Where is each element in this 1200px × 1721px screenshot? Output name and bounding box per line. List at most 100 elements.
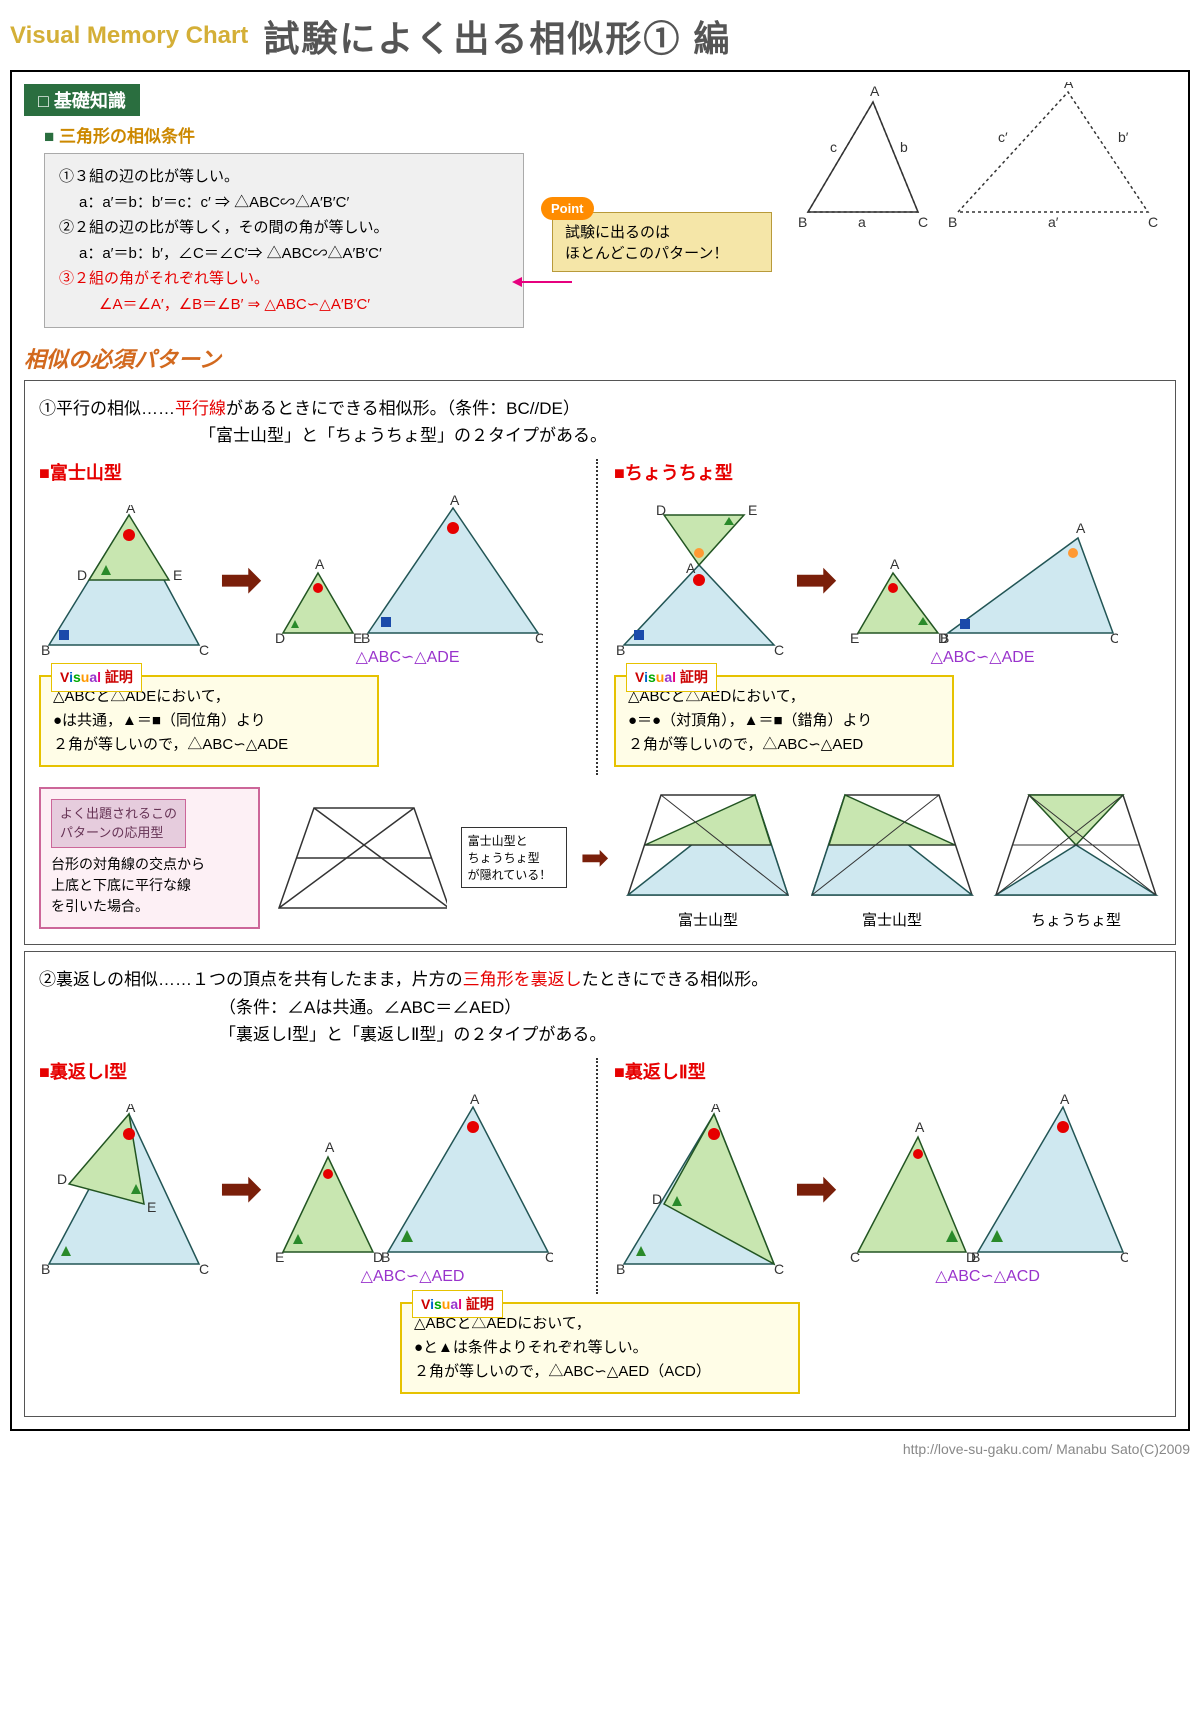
flip2-label: ■裏返しⅡ型 xyxy=(614,1058,1161,1084)
svg-text:A: A xyxy=(1060,1092,1070,1107)
svg-text:C: C xyxy=(774,1261,784,1274)
svg-text:B: B xyxy=(971,1249,980,1262)
point-text: 試験に出るのは ほとんどこのパターン！ xyxy=(565,221,759,263)
svg-text:D: D xyxy=(656,505,666,518)
svg-text:C: C xyxy=(199,642,209,655)
proof-label: Visual 証明 xyxy=(412,1290,503,1318)
fuji-type-col: ■富士山型 A B C D E ➡ xyxy=(39,459,586,775)
flip2-formula: △ABC∽△ACD xyxy=(848,1266,1128,1286)
svg-text:C: C xyxy=(1120,1249,1128,1262)
fuji-split-diagram: ADE ABC xyxy=(273,493,543,643)
cond2a: ②２組の辺の比が等しく，その間の角が等しい。 xyxy=(59,215,509,241)
svg-text:A: A xyxy=(126,505,136,516)
svg-text:B: B xyxy=(381,1249,390,1262)
trap-choucho-diagram xyxy=(991,785,1161,905)
svg-text:A: A xyxy=(711,1104,721,1115)
trap-fuji2-diagram xyxy=(807,785,977,905)
svg-text:C: C xyxy=(199,1261,209,1274)
pattern2-intro: ②裏返しの相似……１つの頂点を共有したまま，片方の三角形を裏返したときにできる相… xyxy=(39,966,1161,1048)
svg-text:A: A xyxy=(890,556,900,572)
basics-label: □ 基礎知識 xyxy=(24,84,140,116)
fuji-combined-diagram: A B C D E xyxy=(39,505,209,655)
flip2-split-diagram: ACD ABC xyxy=(848,1092,1128,1262)
choucho-label: ■ちょうちょ型 xyxy=(614,459,1161,485)
svg-text:A: A xyxy=(915,1119,925,1135)
svg-text:C: C xyxy=(918,214,928,230)
header: Visual Memory Chart 試験によく出る相似形① 編 xyxy=(10,10,1190,62)
svg-text:B: B xyxy=(41,1261,50,1274)
svg-text:A: A xyxy=(686,560,696,576)
svg-text:B: B xyxy=(361,630,370,643)
svg-text:C: C xyxy=(535,630,543,643)
arrow-icon: ➡ xyxy=(794,550,838,610)
svg-text:A: A xyxy=(1064,82,1074,91)
pattern1-block: ①平行の相似……平行線があるときにできる相似形。（条件：BC//DE） 「富士山… xyxy=(24,380,1176,945)
flip2-combined-diagram: A B C D xyxy=(614,1104,784,1274)
svg-text:B: B xyxy=(616,642,625,655)
trap-outline-diagram xyxy=(274,798,446,918)
point-arrow xyxy=(512,272,572,292)
svg-text:A: A xyxy=(470,1092,480,1107)
arrow-icon: ➡ xyxy=(581,838,610,878)
svg-text:c′: c′ xyxy=(998,129,1008,145)
cond3b: ∠A＝∠A′，∠B＝∠B′ ⇒ △ABC∽△A′B′C′ xyxy=(59,292,509,318)
fuji-formula: △ABC∽△ADE xyxy=(273,647,543,667)
svg-text:A: A xyxy=(870,83,880,99)
svg-text:A: A xyxy=(1076,520,1086,536)
reference-triangles-diagram: A B C a c b A B C a′ c′ b′ xyxy=(778,82,1158,242)
svg-text:B: B xyxy=(948,214,957,230)
pattern-heading: 相似の必須パターン xyxy=(24,342,1176,374)
trap-fuji1-diagram xyxy=(623,785,793,905)
arrow-icon: ➡ xyxy=(794,1159,838,1219)
arrow-icon: ➡ xyxy=(219,550,263,610)
svg-text:A: A xyxy=(315,556,325,572)
svg-text:b′: b′ xyxy=(1118,129,1129,145)
svg-text:C: C xyxy=(850,1249,860,1262)
fuji-label: ■富士山型 xyxy=(39,459,586,485)
choucho-combined-diagram: A B C D E xyxy=(614,505,784,655)
footer: http://love-su-gaku.com/ Manabu Sato(C)2… xyxy=(10,1441,1190,1457)
svg-text:D: D xyxy=(275,630,285,643)
flip2-col: ■裏返しⅡ型 A B C D ➡ xyxy=(596,1058,1161,1294)
proof-label: Visual 証明 xyxy=(51,663,142,691)
svg-text:E: E xyxy=(147,1199,156,1215)
svg-text:E: E xyxy=(275,1249,284,1262)
svg-text:D: D xyxy=(77,567,87,583)
svg-text:E: E xyxy=(748,505,757,518)
svg-text:a: a xyxy=(858,214,866,230)
cond2b: a：a′＝b：b′，∠C＝∠C′⇒ △ABC∽△A′B′C′ xyxy=(59,241,509,267)
svg-text:D: D xyxy=(652,1191,662,1207)
svg-text:C: C xyxy=(774,642,784,655)
app-label: よく出題されるこの パターンの応用型 xyxy=(51,799,186,848)
choucho-formula: △ABC∽△ADE xyxy=(848,647,1118,667)
flip1-formula: △ABC∽△AED xyxy=(273,1266,553,1286)
main-title: 試験によく出る相似形① 編 xyxy=(263,10,731,62)
application-row: よく出題されるこの パターンの応用型 台形の対角線の交点から 上底と下底に平行な… xyxy=(39,785,1161,930)
svg-text:B: B xyxy=(41,642,50,655)
svg-text:B: B xyxy=(940,630,949,643)
point-box: Point 試験に出るのは ほとんどこのパターン！ xyxy=(552,212,772,272)
cond1a: ①３組の辺の比が等しい。 xyxy=(59,164,509,190)
svg-text:a′: a′ xyxy=(1048,214,1059,230)
vmc-label: Visual Memory Chart xyxy=(10,22,248,50)
cond1b: a：a′＝b：b′＝c：c′ ⇒ △ABC∽△A′B′C′ xyxy=(59,190,509,216)
cond3a: ③２組の角がそれぞれ等しい。 xyxy=(59,266,509,292)
svg-text:B: B xyxy=(616,1261,625,1274)
svg-text:C: C xyxy=(545,1249,553,1262)
choucho-type-col: ■ちょうちょ型 A B C D E ➡ xyxy=(596,459,1161,775)
choucho-split-diagram: AED ABC xyxy=(848,493,1118,643)
flip-proof-box: Visual 証明 △ABCと△AEDにおいて， ●と▲は条件よりそれぞれ等しい… xyxy=(400,1302,800,1394)
svg-text:A: A xyxy=(325,1139,335,1155)
flip1-combined-diagram: A BC DE xyxy=(39,1104,209,1274)
flip1-split-diagram: AED ABC xyxy=(273,1092,553,1262)
proof-label: Visual 証明 xyxy=(626,663,717,691)
svg-text:B: B xyxy=(798,214,807,230)
fuji-proof-box: Visual 証明 △ABCと△ADEにおいて， ●は共通，▲＝■（同位角）より… xyxy=(39,675,379,767)
basics-section: □ 基礎知識 三角形の相似条件 ①３組の辺の比が等しい。 a：a′＝b：b′＝c… xyxy=(10,70,1190,1431)
svg-text:E: E xyxy=(173,567,182,583)
pattern2-block: ②裏返しの相似……１つの頂点を共有したまま，片方の三角形を裏返したときにできる相… xyxy=(24,951,1176,1417)
application-box: よく出題されるこの パターンの応用型 台形の対角線の交点から 上底と下底に平行な… xyxy=(39,787,260,929)
conditions-box: ①３組の辺の比が等しい。 a：a′＝b：b′＝c：c′ ⇒ △ABC∽△A′B′… xyxy=(44,153,524,328)
svg-text:E: E xyxy=(850,630,859,643)
app-annot: 富士山型と ちょうちょ型 が隠れている！ xyxy=(461,827,567,888)
